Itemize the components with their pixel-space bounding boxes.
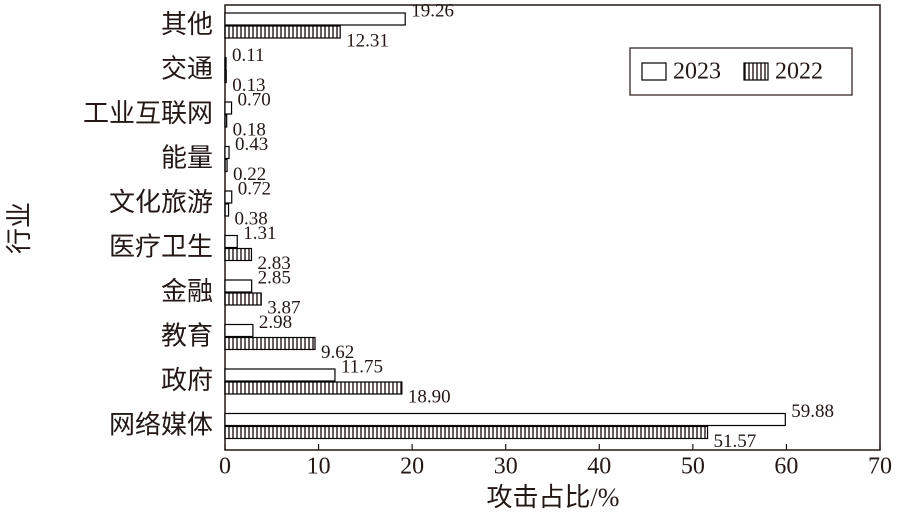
- bar: [224, 234, 238, 249]
- bar: [224, 425, 709, 440]
- value-label: 59.88: [791, 401, 834, 422]
- bar: [224, 190, 233, 204]
- y-tick-label: 教育: [161, 322, 213, 351]
- x-tick-label: 40: [587, 454, 611, 480]
- value-label: 0.22: [233, 164, 266, 185]
- value-label: 1.31: [243, 223, 276, 244]
- y-axis-label: 行业: [5, 202, 34, 254]
- bar: [224, 368, 336, 382]
- x-tick-label: 70: [868, 454, 892, 480]
- bar: [224, 101, 233, 115]
- x-tick-label: 0: [219, 454, 231, 480]
- value-label: 2.85: [258, 267, 291, 288]
- legend-swatch: [641, 62, 667, 81]
- bar: [224, 279, 253, 293]
- value-label: 11.75: [341, 356, 383, 377]
- x-tick-label: 50: [681, 454, 705, 480]
- y-tick-label: 工业互联网: [83, 99, 213, 128]
- y-tick-label: 文化旅游: [109, 188, 213, 217]
- plot-frame: [224, 4, 881, 451]
- bar: [224, 381, 403, 395]
- y-tick-label: 交通: [161, 55, 213, 84]
- y-tick-label: 金融: [161, 277, 213, 306]
- value-label: 0.13: [232, 75, 265, 96]
- bar: [224, 203, 230, 217]
- bar: [224, 158, 228, 173]
- value-label: 0.70: [238, 89, 271, 110]
- y-tick-label: 医疗卫生: [109, 233, 213, 262]
- value-label: 0.72: [238, 178, 271, 199]
- value-label: 9.62: [321, 342, 354, 363]
- bar: [224, 292, 262, 306]
- legend-label: 2022: [775, 59, 823, 85]
- bar: [224, 56, 227, 71]
- bar: [224, 69, 227, 84]
- bar: [224, 336, 316, 351]
- value-label: 3.87: [267, 297, 300, 318]
- bar: [224, 247, 253, 262]
- legend-swatch: [743, 62, 769, 81]
- value-label: 12.31: [346, 30, 389, 51]
- value-label: 18.90: [408, 386, 451, 407]
- legend-box: [629, 47, 853, 96]
- legend-label: 2023: [673, 59, 721, 85]
- bar: [224, 145, 230, 160]
- value-label: 51.57: [714, 431, 757, 452]
- x-tick-label: 60: [774, 454, 798, 480]
- x-axis-label: 攻击占比/%: [487, 483, 620, 512]
- value-label: 0.38: [235, 208, 268, 229]
- bar: [224, 25, 341, 39]
- value-label: 19.26: [411, 0, 454, 21]
- y-tick-label: 网络媒体: [109, 411, 213, 440]
- value-label: 0.11: [232, 45, 265, 66]
- value-label: 0.43: [235, 134, 268, 155]
- y-tick-label: 其他: [161, 10, 213, 39]
- bar: [224, 412, 786, 427]
- y-tick-label: 政府: [161, 366, 213, 395]
- x-tick-label: 20: [400, 454, 424, 480]
- value-label: 0.18: [233, 119, 266, 140]
- y-tick-label: 能量: [161, 144, 213, 173]
- x-tick-label: 30: [494, 454, 518, 480]
- bar: [224, 12, 406, 26]
- x-tick-label: 10: [307, 454, 331, 480]
- value-label: 2.98: [259, 312, 292, 333]
- value-label: 2.83: [257, 253, 290, 274]
- bar: [224, 114, 228, 128]
- bar: [224, 323, 254, 338]
